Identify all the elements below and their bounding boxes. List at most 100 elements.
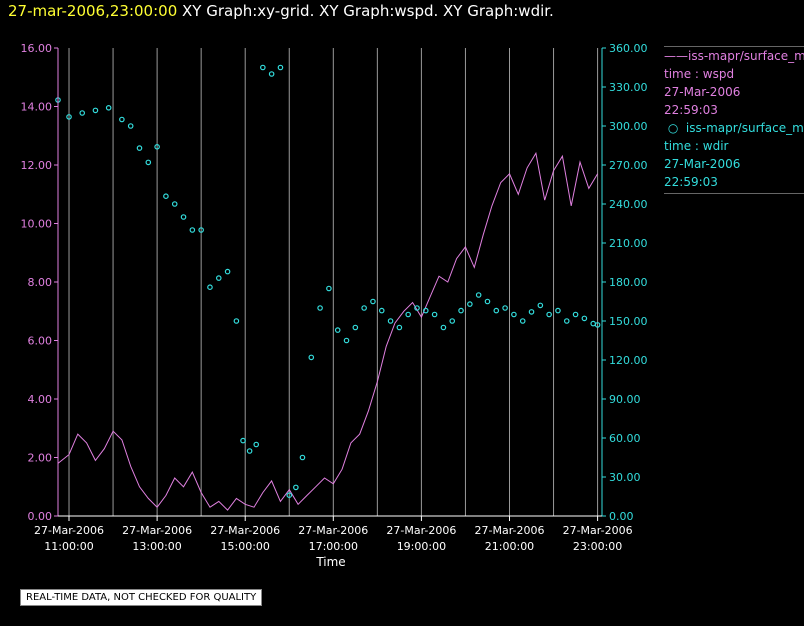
wdir-point	[594, 322, 601, 328]
legend-wspd-date: 27-Mar-2006	[664, 85, 741, 99]
wdir-point	[66, 114, 72, 120]
wdir-point	[79, 110, 86, 116]
wdir-point	[361, 305, 367, 311]
wdir-point	[277, 64, 284, 71]
wdir-point	[528, 309, 535, 315]
legend-wdir-var: time : wdir	[664, 139, 729, 153]
x-tick-date-0: 27-Mar-2006	[34, 524, 104, 537]
wdir-point	[317, 305, 323, 311]
wspd-line	[57, 151, 599, 511]
data-layer	[55, 64, 601, 511]
legend: ——iss-mapr/surface_met time : wspd 27-Ma…	[664, 46, 804, 194]
left-tick-label-2: 4.00	[28, 393, 53, 406]
left-tick-label-7: 14.00	[21, 101, 53, 114]
legend-wdir-date: 27-Mar-2006	[664, 157, 741, 171]
wdir-point	[378, 307, 385, 314]
x-tick-time-5: 21:00:00	[485, 540, 534, 553]
header-title: XY Graph:xy-grid. XY Graph:wspd. XY Grap…	[182, 2, 554, 20]
wdir-point	[396, 324, 403, 331]
wdir-point	[440, 324, 447, 331]
wdir-point	[136, 145, 143, 151]
wdir-point	[260, 64, 266, 71]
right-tick-label-8: 240.00	[609, 198, 648, 211]
legend-wdir-swatch: ○	[664, 121, 686, 135]
wdir-point	[546, 311, 552, 318]
right-tick-label-5: 150.00	[609, 315, 648, 328]
wdir-point	[590, 320, 596, 327]
left-tick-label-3: 6.00	[28, 335, 53, 348]
right-tick-label-9: 270.00	[609, 159, 648, 172]
wdir-point	[105, 105, 112, 111]
wdir-point	[484, 298, 491, 305]
wdir-point	[423, 307, 429, 314]
wdir-point	[449, 318, 456, 324]
axis-layer	[54, 47, 606, 521]
wdir-point	[145, 159, 152, 166]
legend-wspd-swatch: ——	[664, 49, 688, 63]
x-tick-date-5: 27-Mar-2006	[475, 524, 545, 537]
x-tick-date-2: 27-Mar-2006	[210, 524, 280, 537]
wdir-point	[511, 311, 517, 318]
right-tick-label-11: 330.00	[609, 81, 648, 94]
left-tick-label-8: 16.00	[21, 42, 53, 55]
legend-wspd-name: ——iss-mapr/surface_met	[664, 49, 804, 63]
wdir-point	[246, 448, 253, 454]
right-tick-label-1: 30.00	[609, 471, 641, 484]
wdir-point	[519, 318, 526, 324]
wdir-point	[334, 327, 341, 333]
grid-layer	[68, 48, 599, 516]
wdir-point	[286, 492, 293, 499]
x-tick-time-6: 23:00:00	[573, 540, 622, 553]
right-tick-label-6: 180.00	[609, 276, 648, 289]
left-tick-label-6: 12.00	[21, 159, 53, 172]
wdir-point	[563, 318, 570, 324]
wdir-point	[581, 315, 588, 322]
legend-wspd-var: time : wspd	[664, 67, 735, 81]
right-tick-label-12: 360.00	[609, 42, 648, 55]
right-tick-label-7: 210.00	[609, 237, 648, 250]
wdir-point	[233, 318, 240, 324]
header-date: 27-mar-2006,23:00:00	[8, 2, 178, 20]
left-tick-label-0: 0.00	[28, 510, 53, 523]
right-tick-label-2: 60.00	[609, 432, 641, 445]
wdir-point	[299, 454, 306, 461]
wdir-point	[414, 305, 420, 311]
right-tick-label-10: 300.00	[609, 120, 648, 133]
wdir-point	[502, 305, 508, 311]
wdir-point	[127, 123, 134, 129]
graph-header: 27-mar-2006,23:00:00 XY Graph:xy-grid. X…	[8, 2, 554, 20]
wdir-point	[268, 71, 275, 77]
wdir-point	[293, 484, 299, 491]
wdir-point	[207, 284, 213, 291]
wdir-point	[198, 227, 204, 233]
wdir-point	[458, 307, 464, 314]
wdir-point	[171, 201, 178, 207]
wdir-point	[253, 441, 260, 448]
wdir-point	[326, 285, 332, 292]
wdir-point	[555, 307, 561, 314]
wdir-point	[352, 324, 359, 331]
wdir-point	[343, 337, 350, 344]
x-tick-date-6: 27-Mar-2006	[563, 524, 633, 537]
wdir-point	[154, 144, 160, 150]
wdir-point	[119, 116, 125, 123]
legend-wdir-time: 22:59:03	[664, 175, 718, 189]
wdir-point	[537, 302, 544, 309]
x-tick-date-3: 27-Mar-2006	[298, 524, 368, 537]
wdir-point	[475, 292, 482, 298]
wdir-point	[308, 354, 315, 361]
right-tick-label-4: 120.00	[609, 354, 648, 367]
x-tick-time-4: 19:00:00	[397, 540, 446, 553]
x-tick-time-3: 17:00:00	[309, 540, 358, 553]
wdir-point	[92, 107, 99, 114]
wdir-point	[493, 307, 500, 314]
left-tick-label-4: 8.00	[28, 276, 53, 289]
right-tick-label-0: 0.00	[609, 510, 634, 523]
wdir-point	[224, 268, 231, 275]
x-axis-label: Time	[315, 555, 345, 569]
wdir-point	[387, 318, 394, 324]
left-tick-label-1: 2.00	[28, 452, 53, 465]
quality-warning: REAL-TIME DATA, NOT CHECKED FOR QUALITY	[20, 589, 263, 606]
x-tick-time-0: 11:00:00	[44, 540, 93, 553]
